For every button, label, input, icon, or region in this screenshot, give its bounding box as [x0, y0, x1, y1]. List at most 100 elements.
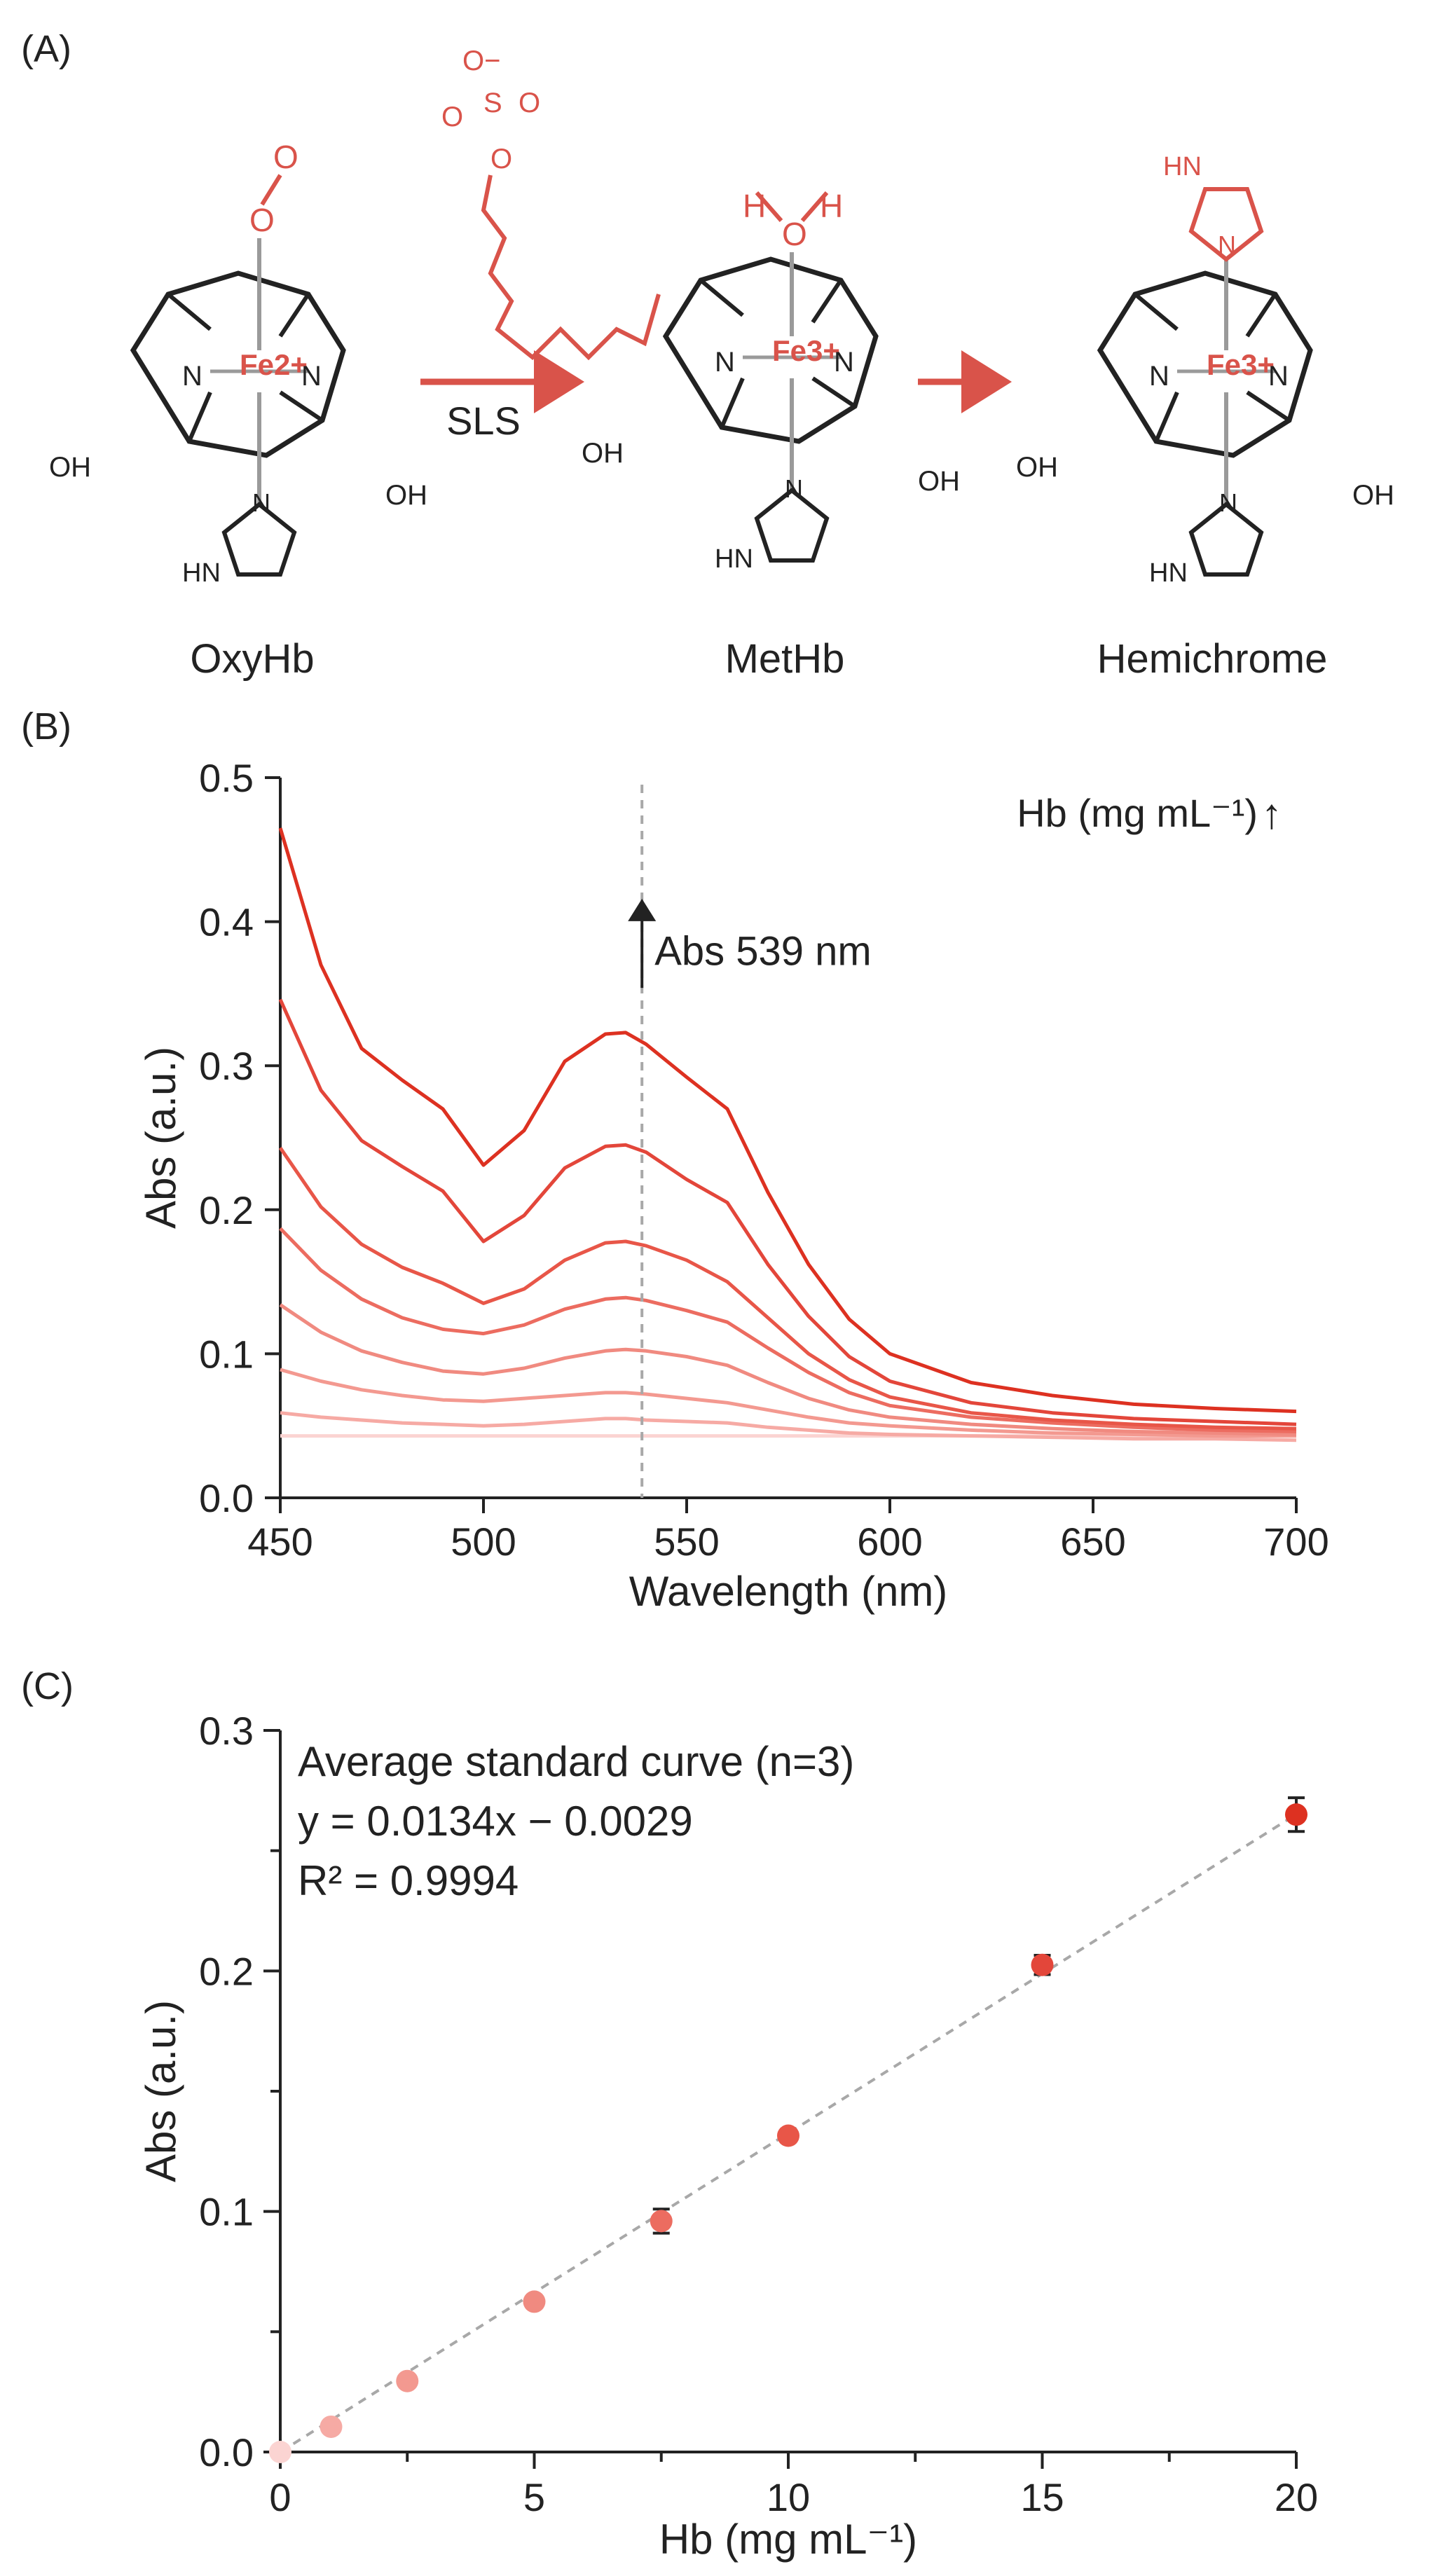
y-tick-label: 0.0 — [199, 2430, 254, 2474]
iron-label: Fe3+ — [772, 334, 840, 367]
pyrrole-bond — [167, 292, 212, 331]
pyrrole-bond — [1245, 293, 1277, 338]
o-label: O — [490, 144, 512, 174]
oh-label: OH — [582, 438, 624, 469]
x-tick-label: 0 — [269, 2475, 291, 2519]
oh-bond — [800, 191, 829, 222]
pyrrole-bond — [278, 293, 310, 338]
x-tick-label: 20 — [1275, 2475, 1318, 2519]
y-tick-label: 0.2 — [199, 1188, 254, 1232]
y-tick-label: 0.3 — [199, 1044, 254, 1088]
hn-label: HN — [1163, 152, 1202, 181]
y-tick-label: 0.1 — [199, 2190, 254, 2234]
y-tick-label: 0.0 — [199, 1476, 254, 1520]
data-point — [1031, 1953, 1054, 1976]
data-point — [1285, 1803, 1307, 1826]
x-tick-label: 600 — [857, 1520, 922, 1564]
panel-label-b: (B) — [21, 705, 71, 748]
data-point — [396, 2369, 419, 2392]
n-label: N — [301, 361, 322, 392]
panel-c: (C) 0 5 10 15 20 0.0 0.1 0.2 0.3 Average standar… — [21, 1665, 1318, 2563]
hn-label: HN — [715, 544, 753, 574]
y-tick-label: 0.4 — [199, 900, 254, 944]
annotation-line-2: y = 0.0134x − 0.0029 — [298, 1798, 693, 1845]
oh-label: OH — [1016, 452, 1058, 483]
oh-label: OH — [1352, 480, 1394, 511]
data-point — [650, 2210, 673, 2233]
heme-hemichrome: Fe3+ N N HN N OH OH HN N — [1016, 152, 1394, 588]
hn-label: HN — [1149, 558, 1188, 588]
spectrum-line — [278, 827, 1297, 1414]
h-label: H — [820, 188, 843, 224]
oh-bond — [755, 191, 783, 222]
spectrum-line — [279, 1227, 1297, 1433]
pyrrole-bond — [811, 376, 856, 408]
n-label: N — [1149, 361, 1169, 392]
n-label: N — [1218, 230, 1236, 259]
sls-molecule: O− S O O O — [441, 46, 661, 361]
annotation-abs-539: Abs 539 nm — [654, 928, 872, 974]
chart-c-points — [269, 1796, 1307, 2463]
oh-label: OH — [385, 480, 427, 511]
x-axis-label: Wavelength (nm) — [629, 1568, 948, 1615]
x-tick-label: 700 — [1263, 1520, 1328, 1564]
spectrum-line — [279, 1303, 1297, 1436]
chart-c-ticks: 0 5 10 15 20 0.0 0.1 0.2 0.3 — [199, 1709, 1318, 2519]
chart-b-series — [278, 827, 1297, 1442]
panel-label-c: (C) — [21, 1665, 74, 1707]
x-tick-label: 15 — [1020, 2475, 1064, 2519]
arrow-label-sls: SLS — [446, 399, 521, 443]
panel-b: (B) 450 500 550 600 650 700 0.0 0.1 0.2 0.3 0.4 0.5… — [21, 705, 1329, 1615]
o-label: O — [782, 216, 807, 252]
spectrum-line — [280, 1411, 1297, 1442]
pyrrole-bond — [279, 390, 324, 422]
pyrrole-bond — [1134, 292, 1179, 331]
y-tick-label: 0.2 — [199, 1949, 254, 1993]
chart-b-axes — [279, 778, 1296, 1499]
y-axis-label: Abs (a.u.) — [137, 2000, 184, 2182]
spectrum-line — [278, 998, 1297, 1426]
n-label: N — [1268, 361, 1289, 392]
x-tick-label: 550 — [654, 1520, 719, 1564]
oh-label: OH — [49, 452, 91, 483]
data-point — [777, 2124, 799, 2147]
iron-label: Fe3+ — [1207, 348, 1275, 381]
annotation-line-3: R² = 0.9994 — [298, 1857, 519, 1904]
legend-hb-label: Hb (mg mL⁻¹) — [1017, 791, 1258, 835]
pyrrole-bond — [187, 391, 212, 443]
y-tick-label: 0.1 — [199, 1332, 254, 1376]
data-point — [320, 2415, 343, 2438]
annotation-line-1: Average standard curve (n=3) — [298, 1738, 854, 1785]
o-minus-label: O− — [462, 46, 500, 76]
pyrrole-bond — [811, 279, 843, 324]
n-label: N — [715, 347, 735, 378]
n-label: N — [182, 361, 202, 392]
porphyrin-ring — [130, 270, 346, 458]
o-label: O — [249, 202, 275, 238]
y-tick-label: 0.3 — [199, 1709, 254, 1753]
s-label: S — [483, 88, 502, 118]
n-label: N — [785, 474, 803, 503]
heme-methb: Fe3+ N N O H H OH OH HN N — [582, 188, 960, 574]
imidazole-ring — [221, 502, 297, 577]
porphyrin-ring — [662, 256, 879, 444]
x-tick-label: 10 — [767, 2475, 810, 2519]
data-point — [269, 2441, 291, 2463]
o2-bond — [260, 174, 282, 206]
o-label: O — [273, 139, 298, 175]
x-tick-label: 450 — [247, 1520, 313, 1564]
imidazole-ring-top — [1188, 187, 1264, 262]
x-tick-label: 500 — [451, 1520, 516, 1564]
pyrrole-bond — [1154, 391, 1179, 443]
chart-b-ticks: 450 500 550 600 650 700 0.0 0.1 0.2 0.3 0.4 0.5 — [199, 756, 1329, 1564]
h-label: H — [743, 188, 766, 224]
imidazole-ring — [754, 488, 830, 563]
n-label: N — [1219, 488, 1237, 517]
x-tick-label: 5 — [523, 2475, 545, 2519]
legend-increase-arrow: ↑ — [1261, 790, 1282, 837]
species-label-hemichrome: Hemichrome — [1097, 636, 1328, 682]
y-axis-label: Abs (a.u.) — [137, 1047, 184, 1229]
data-point — [523, 2290, 546, 2313]
heme-oxyhb: Fe2+ N N O O OH OH HN N — [49, 139, 427, 588]
